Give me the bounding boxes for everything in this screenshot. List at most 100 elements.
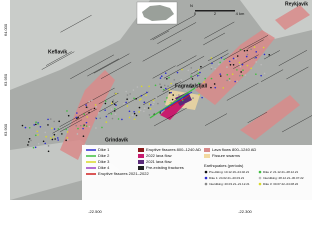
earthquake (250, 48, 252, 51)
earthquake (268, 53, 271, 56)
fracture (78, 87, 115, 108)
earthquake (88, 125, 91, 128)
earthquake (77, 127, 79, 130)
earthquake (231, 73, 234, 76)
earthquake (82, 135, 85, 137)
place-label: Keflavík (48, 49, 67, 55)
earthquake (190, 86, 193, 88)
earthquake (44, 142, 47, 145)
earthquake (112, 99, 115, 101)
earthquake (47, 150, 50, 153)
earthquake (125, 101, 127, 104)
earthquake (140, 85, 143, 88)
earthquake (110, 108, 113, 110)
earthquake (67, 114, 70, 117)
sea (10, 0, 150, 90)
legend-label: Dike 2 (98, 153, 110, 158)
earthquake (45, 135, 47, 138)
earthquake (228, 79, 231, 82)
earthquake (104, 100, 107, 102)
earthquake (197, 72, 200, 75)
fracture (207, 49, 229, 62)
earthquake (214, 86, 217, 89)
earthquake (37, 143, 40, 145)
earthquake (147, 107, 150, 109)
earthquake (44, 131, 47, 134)
earthquake (88, 100, 90, 103)
earthquake (30, 139, 32, 142)
fracture (142, 39, 182, 62)
legend-swatch (204, 148, 210, 152)
legend-label: Eruptive fissures 800–1240 AD (146, 147, 201, 152)
fracture (233, 54, 259, 69)
earthquake (95, 106, 97, 108)
legend-label: Dike 1: 24.02.21–20.03.21 (209, 176, 245, 180)
legend-label: Dike 2: 21.12.21–28.12.21 (263, 170, 299, 174)
earthquake (148, 114, 151, 116)
legend-label: Fissure swarms (212, 153, 240, 158)
fracture (150, 15, 196, 41)
earthquake (226, 79, 228, 82)
earthquake (255, 51, 258, 53)
earthquake (164, 100, 166, 103)
legend-label: Interdiking: 28.12.21–30.07.22 (263, 176, 304, 180)
earthquake (191, 78, 194, 80)
place-label: Fagradalsfjall (175, 83, 208, 89)
earthquake (197, 69, 200, 71)
earthquake (160, 75, 163, 78)
fracture (93, 53, 130, 74)
earthquake (244, 74, 247, 76)
place-label: Grindavík (105, 137, 128, 143)
fracture (278, 50, 308, 66)
earthquake (57, 128, 60, 130)
legend-title: Earthquakes (periods) (204, 163, 244, 168)
earthquake (143, 110, 145, 113)
fracture (176, 55, 197, 67)
earthquake (255, 73, 257, 76)
earthquake (246, 53, 249, 56)
fracture (157, 22, 197, 44)
earthquake (260, 63, 262, 66)
earthquake (255, 61, 257, 63)
earthquake (66, 131, 69, 133)
earthquake (35, 121, 37, 124)
earthquake (201, 96, 203, 99)
place-label: Reykjavík (285, 1, 308, 7)
earthquake (85, 104, 87, 106)
earthquake (128, 110, 131, 113)
lon-label: -22.500 (88, 209, 102, 214)
legend-swatch (138, 148, 144, 152)
earthquake (154, 84, 157, 87)
earthquake (117, 118, 120, 120)
earthquake (24, 126, 27, 129)
earthquake (135, 114, 138, 117)
earthquake (192, 97, 194, 99)
earthquake (110, 102, 113, 105)
earthquake (172, 94, 174, 96)
earthquake (198, 93, 200, 96)
earthquake (83, 113, 85, 116)
earthquake (152, 103, 154, 106)
earthquake (238, 61, 241, 64)
earthquake (210, 66, 213, 69)
earthquake (139, 109, 142, 112)
earthquake (213, 83, 216, 85)
fracture (204, 21, 235, 39)
earthquake (263, 72, 266, 75)
earthquake (210, 68, 213, 70)
earthquake (51, 138, 54, 141)
earthquake (219, 73, 222, 75)
earthquake (135, 98, 137, 100)
earthquake (136, 86, 139, 88)
fracture (286, 66, 309, 80)
earthquake (125, 90, 127, 93)
fracture (224, 35, 269, 60)
earthquake (53, 128, 56, 130)
earthquake (140, 98, 142, 100)
earthquake (164, 87, 167, 90)
legend-dot (258, 170, 262, 174)
earthquake (113, 110, 116, 112)
earthquake (65, 128, 67, 131)
fracture (60, 15, 92, 33)
earthquake (28, 137, 31, 140)
